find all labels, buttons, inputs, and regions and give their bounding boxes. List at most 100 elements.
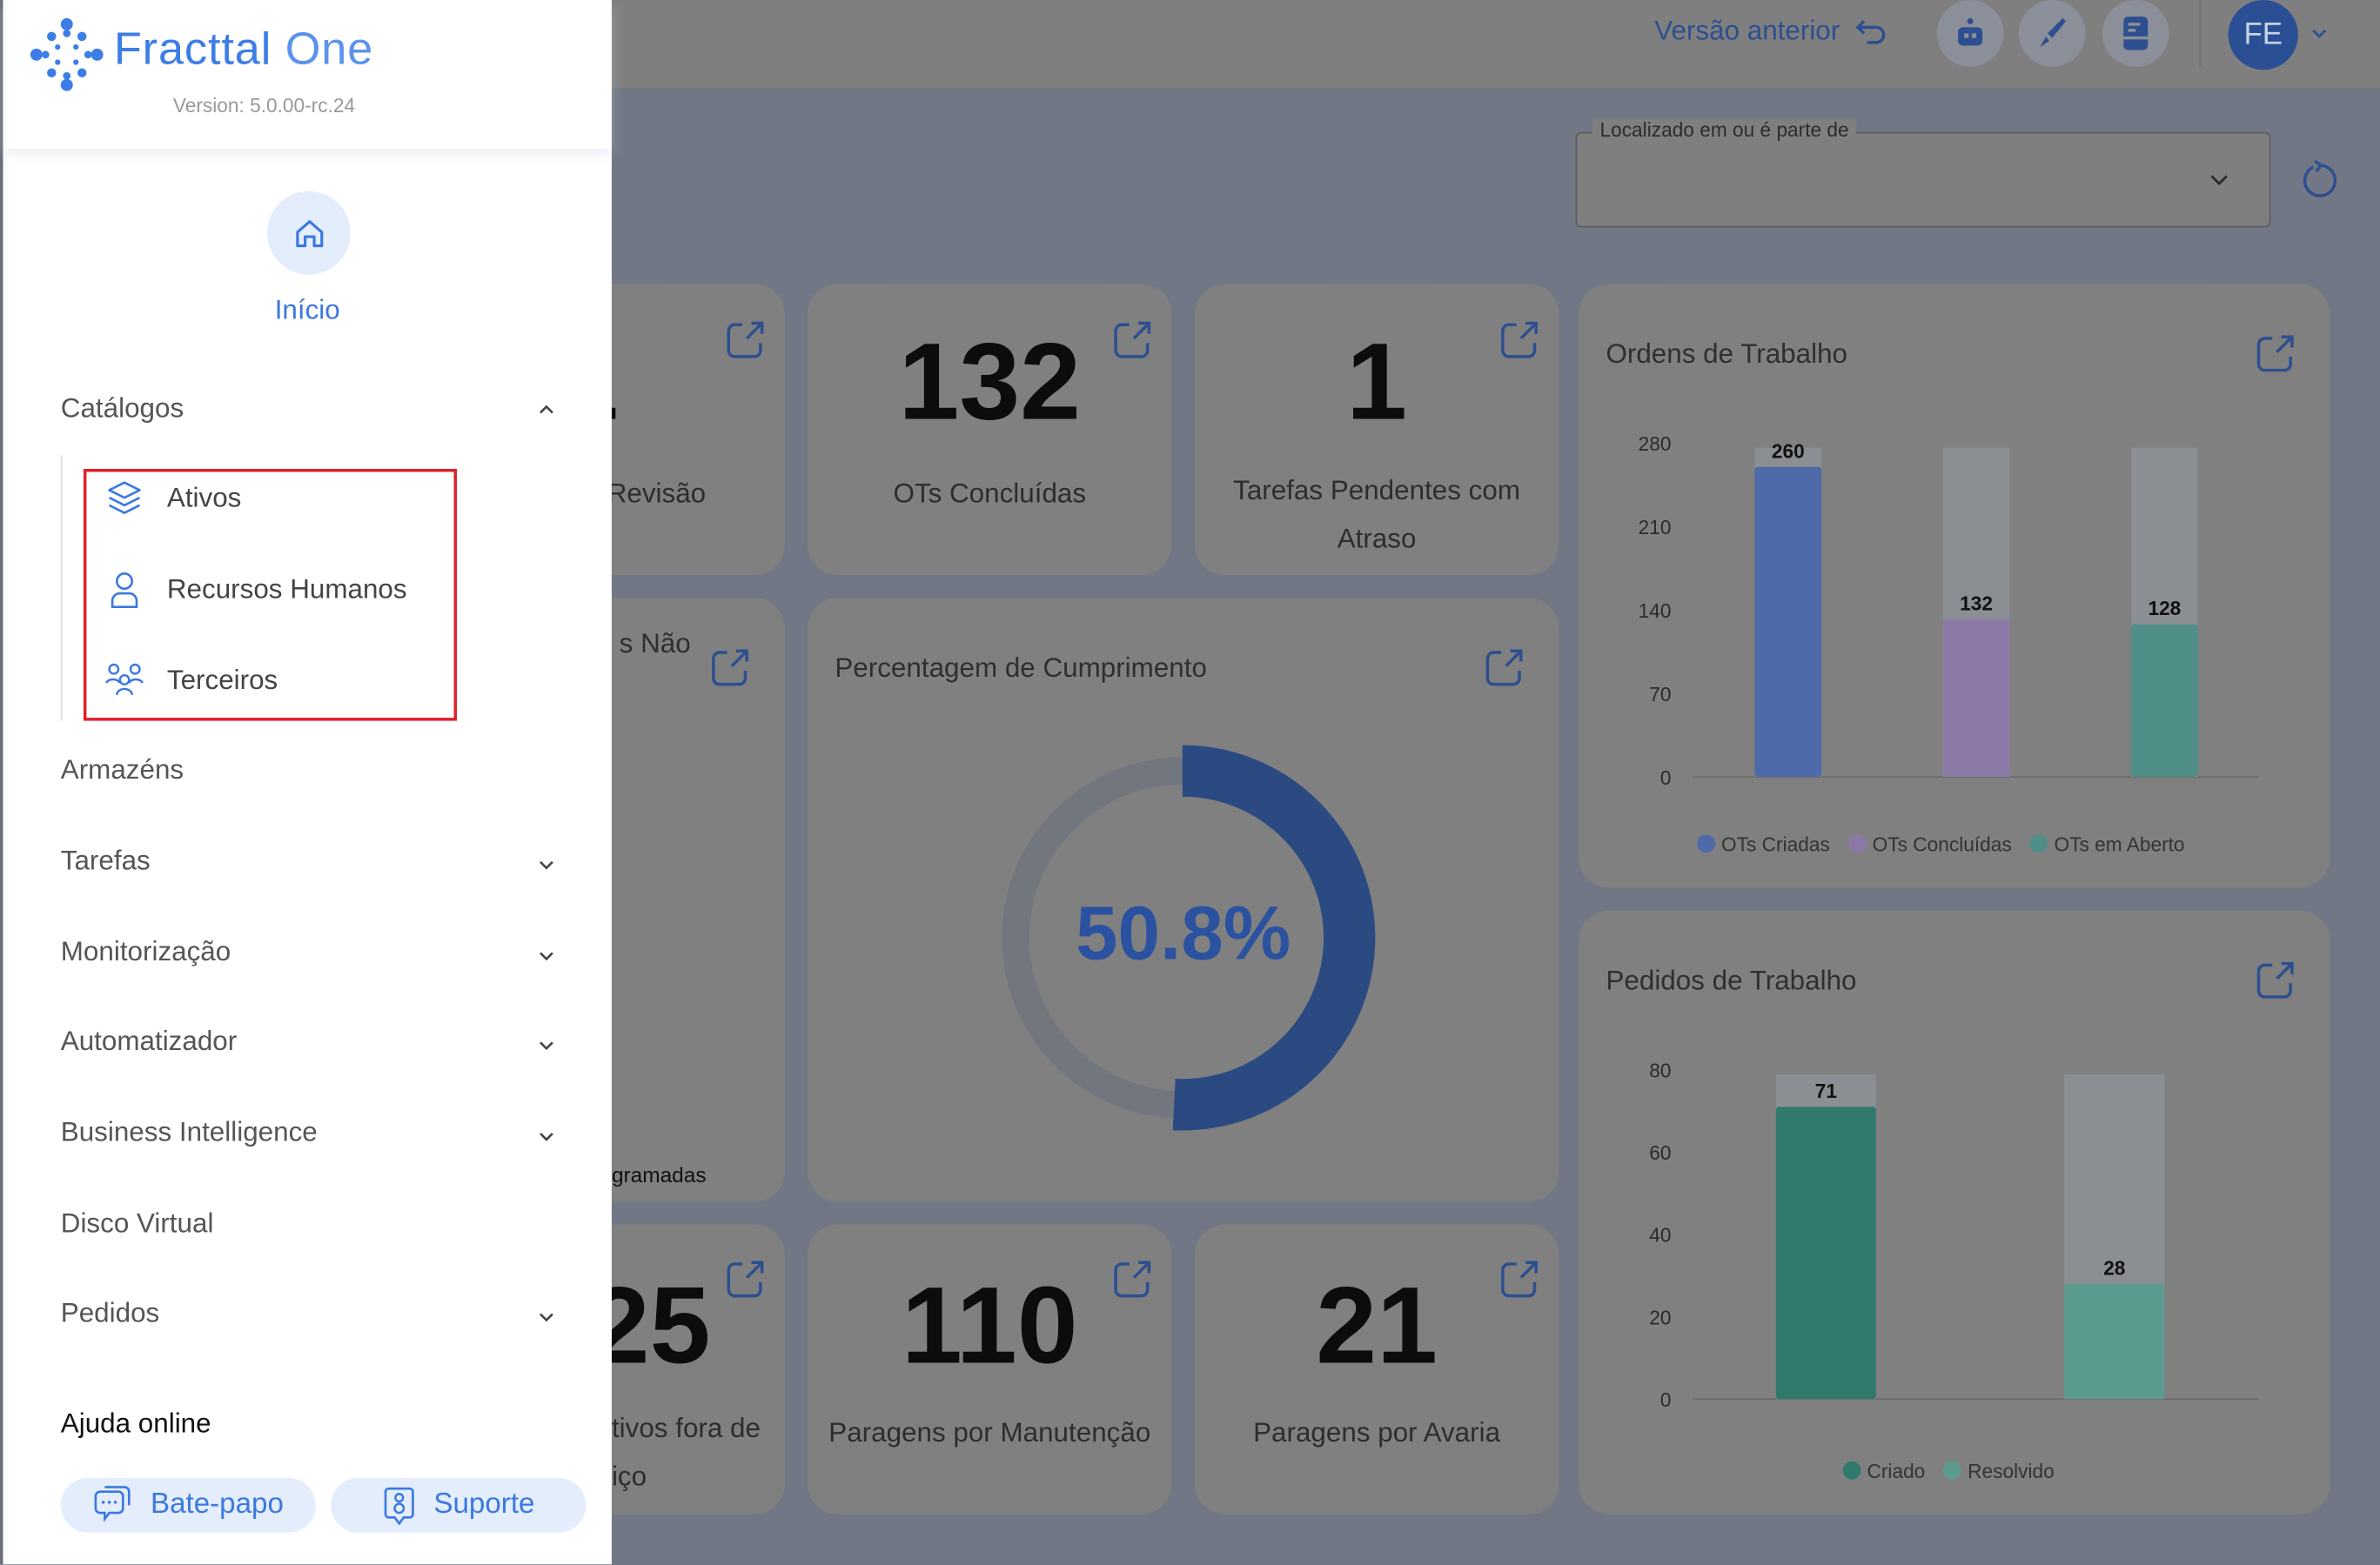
sidebar-item-tarefas[interactable]: Tarefas [60, 845, 151, 876]
location-select-label: Localizado em ou é parte de [1592, 118, 1857, 142]
card-label: Revisão [607, 478, 707, 509]
bar-resolvido[interactable] [2064, 1283, 2165, 1400]
card-value: 110 [901, 1265, 1078, 1388]
external-link-icon[interactable] [1113, 1260, 1152, 1299]
legend-swatch [1842, 1461, 1861, 1480]
external-link-icon[interactable] [1499, 320, 1539, 359]
sidebar-header: Fracttal One Version: 5.0.00-rc.24 [3, 0, 611, 149]
divider [2199, 0, 2202, 67]
document-icon [2123, 17, 2149, 50]
refresh-icon[interactable] [2301, 159, 2340, 202]
submenu-line [60, 455, 63, 721]
chevron-down-icon[interactable] [537, 946, 555, 965]
chart-card-pedidos: Pedidos de Trabalho 0 20 40 60 80 71 28 Criado… [1579, 910, 2330, 1515]
ordens-bar-chart: 0 70 140 210 280 260 132 128 [1639, 432, 2259, 789]
legend-label: OTs Criadas [1721, 833, 1830, 856]
docs-button[interactable] [2102, 0, 2169, 67]
bot-button[interactable] [1936, 0, 2004, 67]
card-label: Tarefas Pendentes com Atraso [1233, 474, 1520, 554]
card-tarefas-atraso[interactable]: 1 Tarefas Pendentes com Atraso [1194, 284, 1559, 576]
sidebar-item-automatizador[interactable]: Automatizador [60, 1026, 238, 1057]
chevron-down-icon [2210, 175, 2228, 186]
card-percentagem-cumprimento[interactable]: Percentagem de Cumprimento 50.8% [807, 598, 1559, 1202]
card-label-line: iço [611, 1461, 647, 1492]
support-label: Suporte [433, 1488, 535, 1521]
compliance-donut [1002, 745, 1376, 1131]
chevron-down-icon[interactable] [537, 1127, 555, 1146]
chart-card-ordens: Ordens de Trabalho 0 70 140 210 280 260 132 128… [1579, 284, 2330, 888]
chevron-down-icon[interactable] [537, 1036, 555, 1054]
card-label: Paragens por Manutenção [828, 1417, 1151, 1448]
external-link-icon[interactable] [1499, 1260, 1539, 1299]
previous-version-link[interactable]: Versão anterior [1654, 15, 1888, 47]
sidebar-item-terceiros[interactable]: Terceiros [166, 665, 278, 695]
legend-swatch [1697, 834, 1716, 853]
sidebar-item-catalogos[interactable]: Catálogos [60, 392, 184, 424]
sidebar-item-pedidos[interactable]: Pedidos [60, 1297, 160, 1328]
bar-ots-em-aberto[interactable] [2130, 624, 2198, 778]
y-tick-label: 140 [1639, 599, 1672, 622]
group-icon [105, 663, 144, 696]
home-button[interactable] [266, 191, 351, 275]
legend-item[interactable]: Criado [1842, 1460, 1925, 1482]
home-icon [295, 219, 323, 247]
y-tick-label: 70 [1649, 683, 1671, 706]
chat-button[interactable]: Bate-papo [60, 1477, 316, 1533]
sidebar-item-ativos[interactable]: Ativos [166, 482, 242, 513]
card-paragens-manutencao[interactable]: 110 Paragens por Manutenção [807, 1224, 1172, 1515]
y-tick-label: 0 [1660, 1388, 1672, 1411]
sidebar-item-armaz-ns[interactable]: Armazéns [60, 753, 184, 785]
support-button[interactable]: Suporte [331, 1477, 587, 1533]
previous-version-label: Versão anterior [1654, 15, 1840, 46]
chat-label: Bate-papo [150, 1488, 284, 1521]
legend-swatch [1847, 834, 1867, 853]
legend-item[interactable]: OTs em Aberto [2029, 833, 2185, 856]
legend-item[interactable]: OTs Concluídas [1847, 833, 2012, 856]
external-link-icon[interactable] [726, 320, 765, 359]
legend-swatch [2029, 834, 2048, 853]
pedidos-bar-chart: 0 20 40 60 80 71 28 [1649, 1059, 2259, 1411]
layers-icon [108, 481, 141, 514]
home-label[interactable]: Início [274, 294, 340, 325]
chevron-down-icon[interactable] [537, 1308, 555, 1327]
sidebar-item-disco-virtual[interactable]: Disco Virtual [60, 1207, 214, 1239]
y-tick-label: 20 [1649, 1306, 1671, 1328]
user-avatar[interactable]: FE [2228, 0, 2298, 70]
sidebar-item-business-intelligence[interactable]: Business Intelligence [60, 1116, 318, 1147]
external-link-icon[interactable] [1485, 648, 1524, 687]
card-label: Paragens por Avaria [1253, 1417, 1501, 1448]
location-select[interactable]: Localizado em ou é parte de [1575, 118, 2271, 228]
chevron-down-icon[interactable] [2310, 26, 2329, 41]
external-link-icon[interactable] [726, 1260, 765, 1299]
person-icon [111, 572, 138, 609]
sidebar: Fracttal One Version: 5.0.00-rc.24 Iníci… [0, 0, 612, 1565]
bar-ots-criadas[interactable] [1754, 466, 1822, 778]
bar-criado[interactable] [1775, 1107, 1876, 1400]
card-paragens-avaria[interactable]: 21 Paragens por Avaria [1194, 1224, 1559, 1515]
chevron-down-icon[interactable] [537, 856, 555, 874]
external-link-icon[interactable] [2256, 960, 2295, 1000]
external-link-icon[interactable] [1113, 320, 1152, 359]
rocket-button[interactable] [2018, 0, 2086, 67]
legend-item[interactable]: Resolvido [1943, 1460, 2055, 1483]
sidebar-item-monitoriza-o[interactable]: Monitorização [60, 936, 231, 967]
card-ots-concluidas[interactable]: 132 OTs Concluídas [807, 284, 1172, 576]
app-version: Version: 5.0.00-rc.24 [172, 94, 356, 117]
legend-label: Resolvido [1968, 1460, 2055, 1483]
legend-item[interactable]: OTs Criadas [1697, 833, 1830, 856]
highlight-box [83, 468, 458, 721]
chevron-up-icon[interactable] [537, 400, 555, 418]
y-tick-label: 280 [1639, 432, 1672, 455]
card-label: OTs Concluídas [893, 478, 1087, 509]
sidebar-item-recursos-humanos[interactable]: Recursos Humanos [166, 573, 407, 605]
external-link-icon[interactable] [710, 648, 749, 687]
legend-swatch [1943, 1461, 1962, 1480]
y-tick-label: 0 [1660, 766, 1672, 789]
bar-ots-conclu-das[interactable] [1942, 619, 2010, 778]
brand-suffix: One [285, 23, 374, 75]
external-link-icon[interactable] [2256, 334, 2295, 373]
legend-label: OTs Concluídas [1872, 833, 2012, 856]
card-title: s Não [619, 628, 691, 659]
card-value: 1 [1346, 321, 1407, 444]
chart-title: Ordens de Trabalho [1606, 338, 1848, 369]
